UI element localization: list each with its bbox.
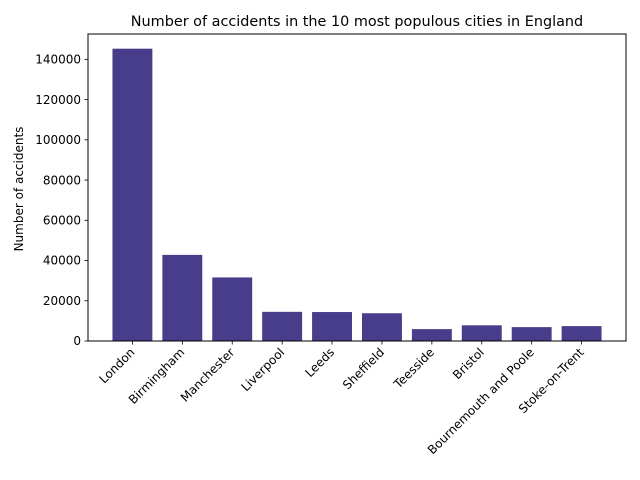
bar-teesside <box>411 329 452 341</box>
y-tick-label: 0 <box>73 334 81 348</box>
bar-birmingham <box>162 254 203 341</box>
chart-title: Number of accidents in the 10 most popul… <box>131 14 583 30</box>
plot-area: 0 20000 40000 60000 80000 100000 120000 140000 L… <box>35 33 627 457</box>
bar-london <box>112 48 153 342</box>
bar-stoke-on-trent <box>561 326 602 341</box>
x-tick-label: Liverpool <box>238 345 287 394</box>
bar-bournemouth-and-poole <box>511 327 552 341</box>
y-tick-label: 60000 <box>43 213 81 227</box>
y-tick-label: 120000 <box>35 93 81 107</box>
bar-bristol <box>461 325 502 341</box>
y-tick-label: 80000 <box>43 173 81 187</box>
x-tick-label: London <box>97 345 138 386</box>
y-tick-label: 100000 <box>35 133 81 147</box>
x-tick-label: Leeds <box>302 345 337 380</box>
bar-liverpool <box>262 311 303 341</box>
x-tick-label: Manchester <box>178 345 238 405</box>
bar-sheffield <box>361 313 402 341</box>
bar-manchester <box>212 277 253 341</box>
bar-leeds <box>312 312 353 341</box>
y-axis-label: Number of accidents <box>12 127 26 252</box>
y-tick-label: 40000 <box>43 254 81 268</box>
axes-frame <box>87 33 627 342</box>
x-tick-label: Sheffield <box>340 345 387 392</box>
x-tick-label: Bristol <box>450 345 487 382</box>
y-tick-label: 20000 <box>43 294 81 308</box>
y-tick-label: 140000 <box>35 53 81 67</box>
x-tick-label: Teesside <box>390 345 437 392</box>
